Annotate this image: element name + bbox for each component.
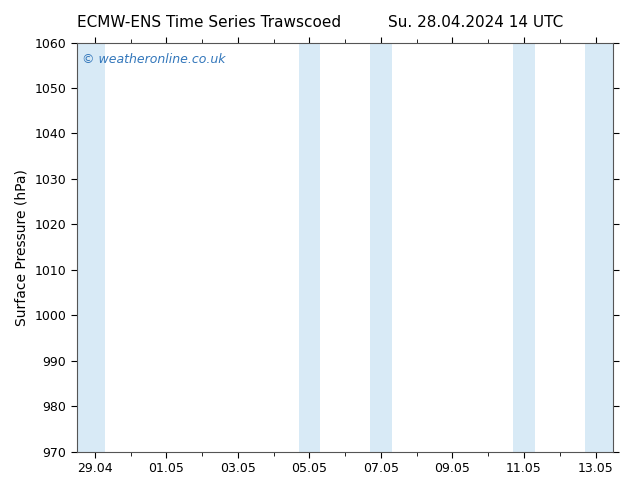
Y-axis label: Surface Pressure (hPa): Surface Pressure (hPa)	[15, 169, 29, 325]
Bar	[514, 43, 534, 452]
Bar	[370, 43, 392, 452]
Bar	[585, 43, 614, 452]
Text: © weatheronline.co.uk: © weatheronline.co.uk	[82, 53, 226, 66]
Text: Su. 28.04.2024 14 UTC: Su. 28.04.2024 14 UTC	[388, 15, 563, 30]
Text: ECMW-ENS Time Series Trawscoed: ECMW-ENS Time Series Trawscoed	[77, 15, 341, 30]
Bar	[77, 43, 105, 452]
Bar	[299, 43, 320, 452]
